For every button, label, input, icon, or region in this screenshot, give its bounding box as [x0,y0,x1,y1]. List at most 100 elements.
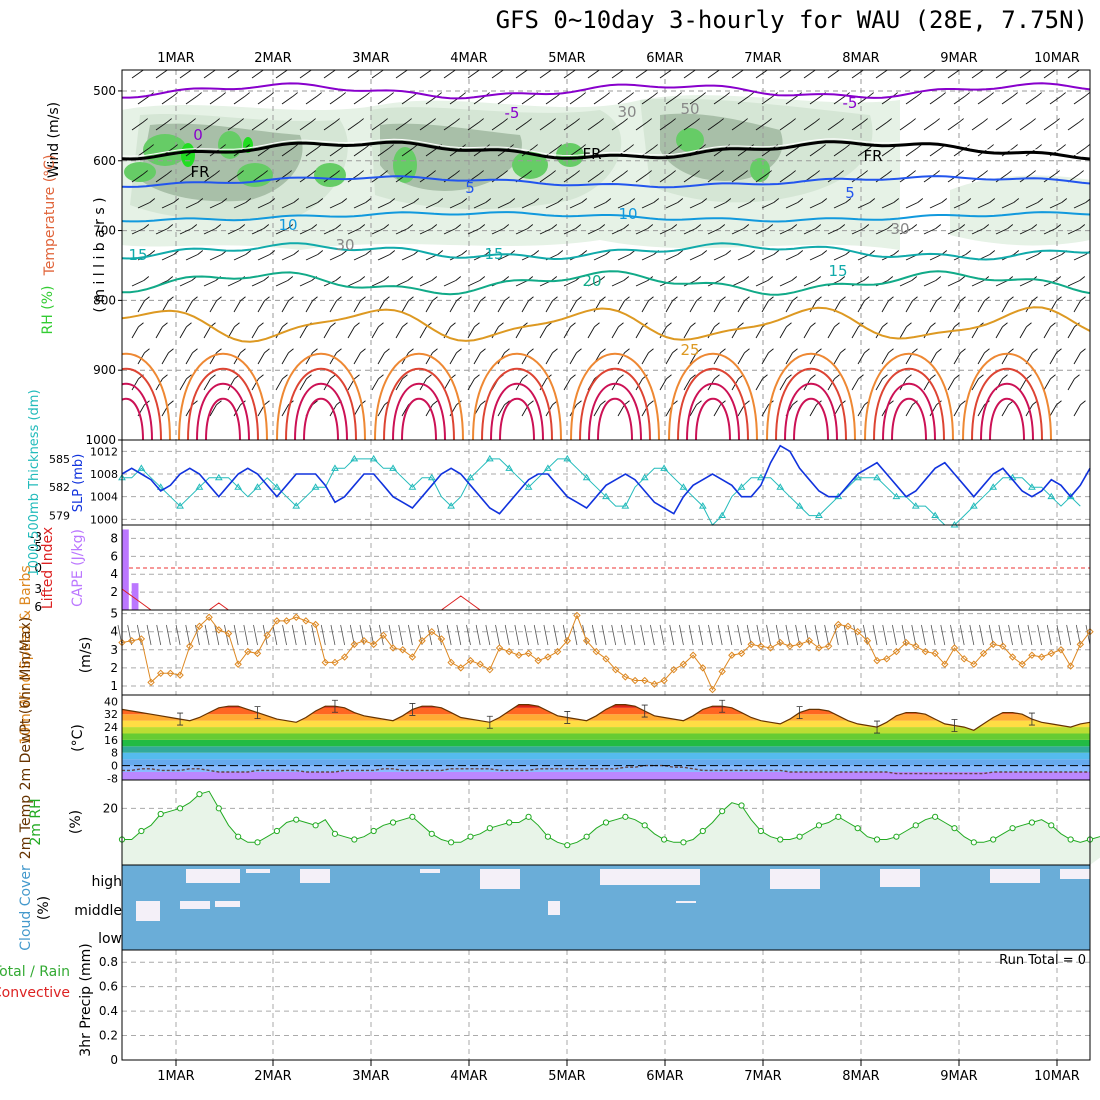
wind-barb [689,296,702,313]
pressure-tick-600: 600 [93,154,116,168]
cloud-high-gap-8 [990,869,1040,883]
wind-barb [731,224,750,235]
wind-barb [323,322,336,339]
cape-bar [131,583,139,610]
contour-freezing [122,140,1090,161]
wind-point [447,658,455,667]
temp-line [121,703,1091,731]
date-top-3: 4MAR [450,51,487,66]
wind-barb-10m [204,624,210,646]
wind-barb [755,224,774,235]
wind-point [1018,660,1026,668]
wind-barb [1049,348,1062,365]
wind-barb [707,224,726,235]
wind-barb [1001,198,1020,209]
wind-barb [659,374,672,391]
wind-barb [395,374,408,391]
wind-barb [467,322,480,339]
thickness-point [253,483,262,490]
wind-barb [1019,70,1033,79]
wind-barb [707,118,724,131]
contour-label-16: 30 [617,103,636,121]
wind-barb [779,118,796,131]
temp-minmax [331,699,338,713]
wind-barb [611,276,630,287]
rh-point [409,813,416,820]
contour-15 [122,242,1090,261]
wind-barb [251,224,270,235]
wind-point [950,644,959,652]
wind-barb [737,400,750,417]
thickness-point [427,473,436,481]
wind-barb [401,296,414,313]
wind-barb [947,70,961,79]
wind-barb [425,400,438,417]
wind-barb [467,374,480,391]
rh-point [428,830,435,837]
wind-barb [929,198,948,209]
wind-barb [953,92,970,105]
wind-barb [323,118,340,131]
cloud-mid-gap-4 [676,901,696,903]
thickness-point [698,502,707,509]
wind-barb [827,70,841,79]
wind-barb [257,92,274,105]
temp-tick-0: 0 [111,760,118,773]
wind-point [292,613,300,621]
thickness-point [234,483,243,490]
upper-air-panel: -5 -5 0 5 5 10 10 15 15 15 20 25 FR FR FR 30 30 30 50 500 60… [85,70,1090,447]
thickness-tick-579: 579 [49,510,70,523]
rh-point [602,819,610,826]
wind-barb [731,70,745,79]
wind-barb [683,322,696,339]
wind-barb [809,198,828,209]
wind-point [679,660,688,668]
wind-barb [161,250,180,261]
temp-minmax [254,706,261,720]
wind-barb-10m [872,624,878,646]
wind-barb [329,198,348,209]
wind-tick-2: 2 [110,661,118,675]
wind-barb [305,296,318,313]
wind-point [737,649,746,658]
cloud-mid-gap-3 [548,901,560,915]
cape-tick-6: 6 [110,549,118,563]
wind-barb [851,70,865,79]
rh-point [370,827,377,835]
wind-barb-10m [214,624,220,646]
rh-point [138,827,145,835]
cloud-cover-panel [122,865,1090,950]
cloud-mid-gap-0 [136,901,160,921]
wind-point [437,635,446,643]
date-bottom-4: 5MAR [548,1069,585,1084]
wind-barb [1001,92,1018,105]
wind-barb [659,170,676,183]
bl-contour-3-0 [374,352,464,440]
wind-point [457,664,465,672]
wind-point [805,637,813,645]
cloud-high-gap-4 [480,869,520,889]
wind-barb [1073,92,1090,105]
wind-barb [1073,296,1086,313]
bl-contour-9-1 [971,367,1043,440]
wind-barb-10m [998,624,1004,646]
bl-contour-6-0 [668,352,758,440]
wind-barb-10m [833,624,839,646]
wind-barb [803,374,816,391]
wind-barb [881,198,900,209]
wind-tick-3: 3 [110,643,118,657]
wind-barb-10m [1008,624,1013,646]
thickness-point [466,473,475,481]
wind-barb-10m [804,624,810,646]
wind-barb [449,296,462,313]
rh-point [970,839,977,846]
wind-barb [131,118,148,131]
slp-line [121,444,1091,515]
wind-barb [155,70,169,79]
wind-barb [1019,118,1036,131]
frame-precip [121,949,1091,1061]
wind-point [921,647,930,656]
thickness-point [195,483,204,490]
wind-barb [227,70,241,79]
